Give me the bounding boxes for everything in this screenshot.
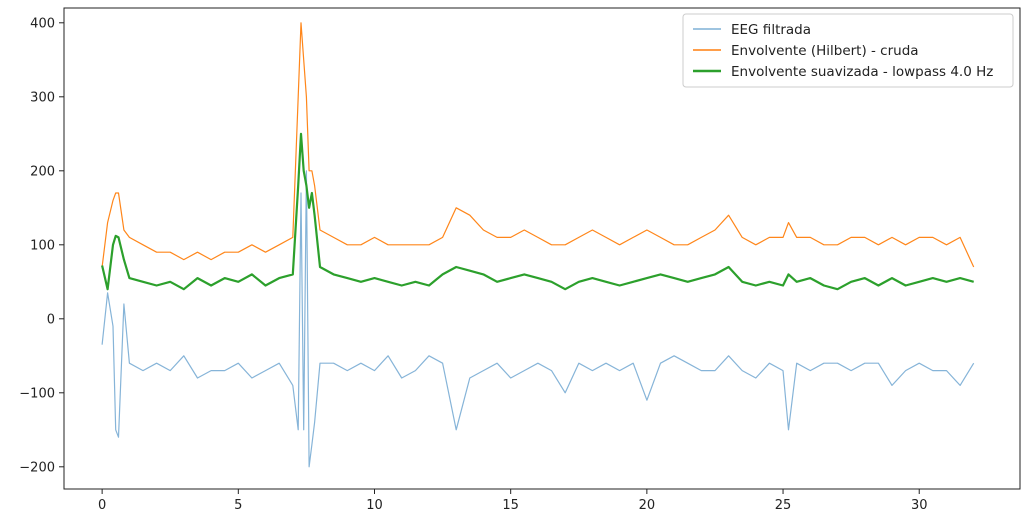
y-tick-label: −200 xyxy=(19,460,55,475)
x-tick-label: 20 xyxy=(639,498,656,513)
y-tick-label: 100 xyxy=(30,238,55,253)
legend-label-envolvente-suavizada: Envolvente suavizada - lowpass 4.0 Hz xyxy=(731,64,993,80)
series-line-1 xyxy=(101,22,975,268)
series-layer xyxy=(101,22,975,468)
legend: EEG filtrada Envolvente (Hilbert) - crud… xyxy=(682,13,1014,88)
series-line-0 xyxy=(101,170,975,468)
y-tick-label: 400 xyxy=(30,16,55,31)
y-tick-label: 200 xyxy=(30,164,55,179)
y-tick-label: 0 xyxy=(47,312,55,327)
legend-label-eeg-filtrada: EEG filtrada xyxy=(731,22,811,38)
y-axis: −200 −100 0 100 200 300 400 xyxy=(19,16,64,475)
plot-frame xyxy=(63,7,1021,490)
legend-box xyxy=(682,13,1014,88)
series-line-2 xyxy=(101,132,974,291)
x-tick-label: 30 xyxy=(911,498,928,513)
y-tick-label: 300 xyxy=(30,90,55,105)
x-tick-label: 0 xyxy=(98,498,106,513)
x-tick-label: 5 xyxy=(234,498,242,513)
y-tick-label: −100 xyxy=(19,386,55,401)
x-tick-label: 15 xyxy=(502,498,519,513)
legend-label-envolvente-cruda: Envolvente (Hilbert) - cruda xyxy=(731,43,919,59)
x-axis: 0 5 10 15 20 25 30 xyxy=(98,489,928,513)
x-tick-label: 10 xyxy=(366,498,383,513)
x-tick-label: 25 xyxy=(775,498,792,513)
